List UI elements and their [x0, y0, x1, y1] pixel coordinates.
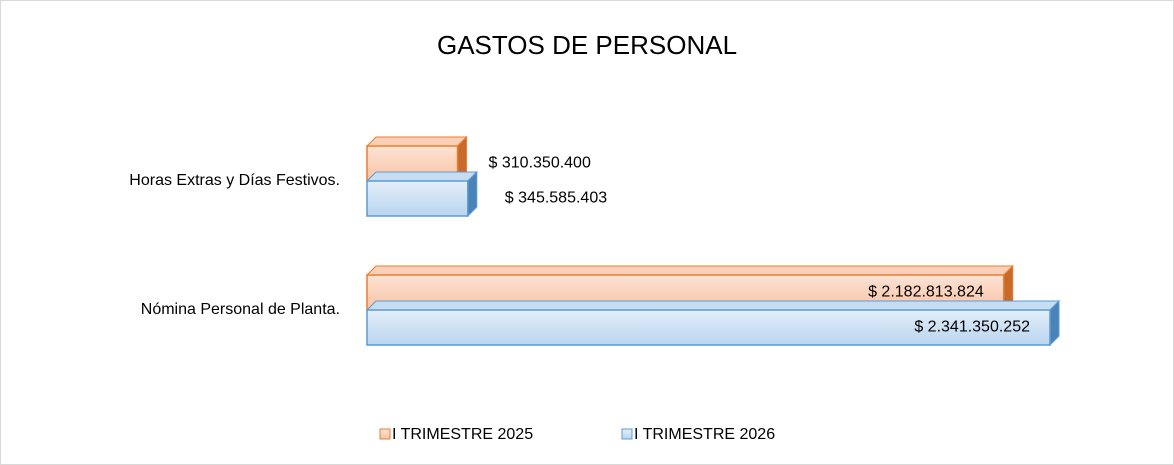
data-label: $ 2.182.813.824 [868, 284, 984, 301]
category-label: Nómina Personal de Planta. [141, 301, 340, 318]
legend-swatch [621, 428, 633, 440]
legend-label: I TRIMESTRE 2025 [392, 426, 533, 443]
bar-top [365, 300, 1061, 311]
bar [366, 309, 1051, 346]
data-label: $ 2.341.350.252 [914, 319, 1030, 336]
data-label: $ 310.350.400 [489, 155, 591, 172]
chart-title: GASTOS DE PERSONAL [437, 30, 737, 60]
data-label: $ 345.585.403 [505, 190, 607, 207]
bar-top [365, 171, 479, 182]
bar-top [365, 136, 468, 147]
bar [366, 180, 469, 217]
legend-label: I TRIMESTRE 2026 [634, 426, 775, 443]
legend-swatch [379, 428, 391, 440]
bar-top [365, 265, 1014, 276]
category-label: Horas Extras y Días Festivos. [129, 172, 340, 189]
